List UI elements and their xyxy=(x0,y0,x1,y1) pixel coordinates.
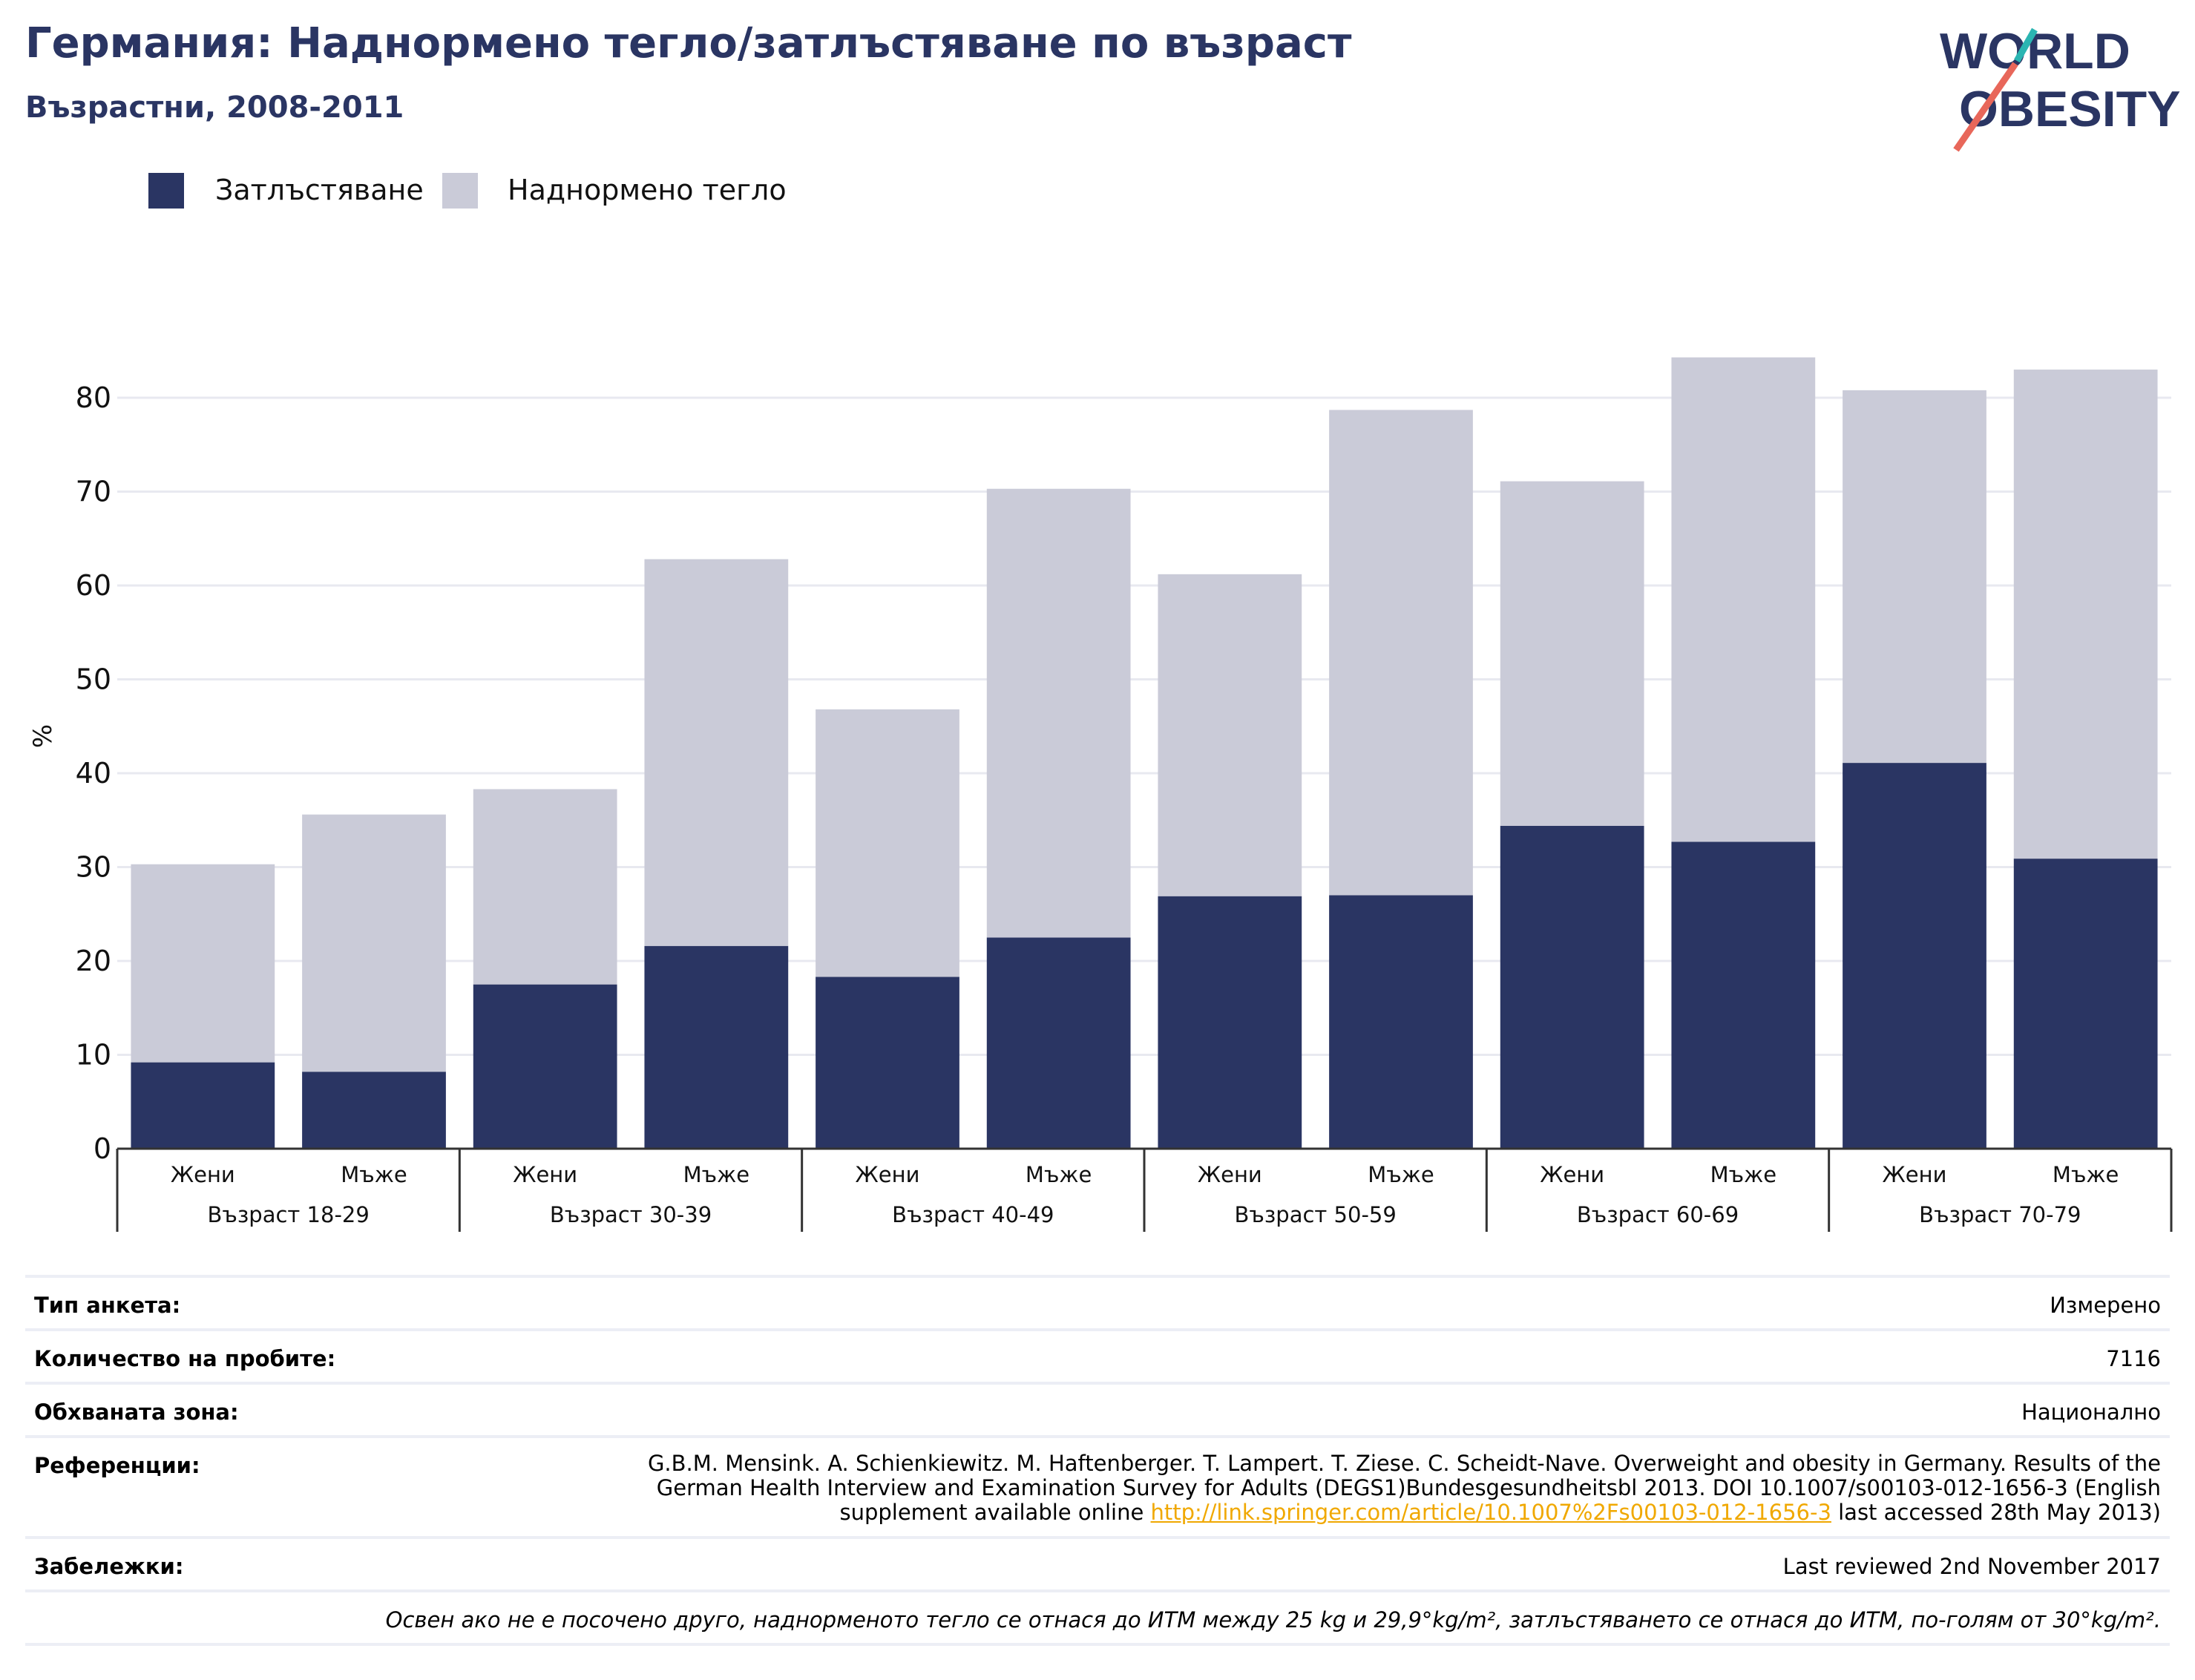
bar-chart: 0 10 20 30 40 50 60 70 80 Жени Мъже Жени Мъже Жени Мъж… xyxy=(76,357,2173,1232)
references-value: G.B.M. Mensink. A. Schienkiewitz. M. Haf… xyxy=(565,1451,2161,1525)
y-tick-label: 30 xyxy=(76,851,111,884)
bar-obesity xyxy=(986,937,1131,1149)
area-label: Обхваната зона: xyxy=(34,1400,239,1425)
bar-overweight xyxy=(1329,410,1473,896)
notes-label: Забележки: xyxy=(34,1554,184,1579)
x-group-label: Възраст 70-79 xyxy=(1919,1202,2081,1227)
bar-obesity xyxy=(1843,763,1986,1149)
references-link[interactable]: http://link.springer.com/article/10.1007… xyxy=(1150,1500,1831,1525)
logo-slash-teal xyxy=(2014,27,2038,63)
area-value: Национално xyxy=(2021,1400,2161,1425)
x-tick-label: Жени xyxy=(513,1162,577,1187)
bar-obesity xyxy=(1329,895,1473,1149)
y-tick-label: 50 xyxy=(76,663,111,696)
bar-obesity xyxy=(1671,841,1816,1149)
bar-overweight xyxy=(1500,481,1644,826)
survey-type-label: Тип анкета: xyxy=(34,1293,181,1318)
y-tick-label: 10 xyxy=(76,1039,111,1072)
bar-obesity xyxy=(302,1072,446,1149)
bar-overweight xyxy=(816,709,959,977)
bar-overweight xyxy=(644,559,789,946)
sample-size-label: Количество на пробите: xyxy=(34,1346,336,1371)
bar-overweight xyxy=(986,488,1131,938)
x-group-label: Възраст 18-29 xyxy=(208,1202,370,1227)
legend-swatch-overweight xyxy=(442,173,478,209)
bar-overweight xyxy=(131,864,275,1063)
x-tick-label: Жени xyxy=(856,1162,920,1187)
y-tick-label: 40 xyxy=(76,757,111,790)
info-row-notes: Забележки: Last reviewed 2nd November 20… xyxy=(25,1536,2170,1589)
bar-overweight xyxy=(1158,574,1302,896)
x-tick-label: Жени xyxy=(1540,1162,1604,1187)
x-group-label: Възраст 60-69 xyxy=(1577,1202,1739,1227)
bar-obesity xyxy=(1158,896,1302,1149)
x-group-label: Възраст 50-59 xyxy=(1235,1202,1397,1227)
sample-size-value: 7116 xyxy=(2106,1346,2161,1371)
x-tick-label: Мъже xyxy=(1710,1162,1776,1187)
x-tick-label: Мъже xyxy=(1026,1162,1092,1187)
y-tick-label: 70 xyxy=(76,476,111,508)
bar-obesity xyxy=(1500,825,1644,1149)
x-tick-label: Жени xyxy=(1198,1162,1262,1187)
x-group-label: Възраст 40-49 xyxy=(892,1202,1054,1227)
survey-type-value: Измерено xyxy=(2050,1293,2161,1318)
x-tick-label: Мъже xyxy=(683,1162,749,1187)
x-tick-label: Жени xyxy=(1883,1162,1947,1187)
references-suffix: last accessed 28th May 2013) xyxy=(1831,1500,2161,1525)
y-tick-label: 80 xyxy=(76,381,111,414)
notes-value: Last reviewed 2nd November 2017 xyxy=(1782,1554,2161,1579)
references-text: G.B.M. Mensink. A. Schienkiewitz. M. Haf… xyxy=(647,1451,2161,1525)
info-row-survey-type: Тип анкета: Измерено xyxy=(25,1275,2170,1328)
footnote: Освен ако не е посочено друго, наднормен… xyxy=(385,1607,2161,1633)
y-tick-label: 60 xyxy=(76,569,111,602)
bar-obesity xyxy=(644,945,789,1149)
page-subtitle: Възрастни, 2008-2011 xyxy=(25,91,404,125)
bar-overweight xyxy=(302,814,446,1072)
x-group-label: Възраст 30-39 xyxy=(550,1202,712,1227)
legend-swatch-obesity xyxy=(148,173,184,209)
page-title: Германия: Наднормено тегло/затлъстяване … xyxy=(25,19,1352,68)
x-tick-label: Мъже xyxy=(1368,1162,1434,1187)
info-table: Тип анкета: Измерено Количество на проби… xyxy=(25,1275,2170,1646)
bar-overweight xyxy=(2013,370,2158,859)
info-row-area: Обхваната зона: Национално xyxy=(25,1382,2170,1435)
bar-overweight xyxy=(473,789,617,985)
y-tick-label: 0 xyxy=(93,1132,111,1165)
info-row-references: Референции: G.B.M. Mensink. A. Schienkie… xyxy=(25,1435,2170,1536)
bar-obesity xyxy=(473,984,617,1149)
world-obesity-logo: WORLD OBESITY xyxy=(1940,23,2181,152)
bar-obesity xyxy=(816,977,959,1149)
x-tick-label: Мъже xyxy=(341,1162,407,1187)
bar-obesity xyxy=(2013,859,2158,1149)
legend-label-overweight: Наднормено тегло xyxy=(508,174,787,206)
logo-slash-coral xyxy=(1953,62,2018,152)
bar-obesity xyxy=(131,1062,275,1149)
info-row-sample-size: Количество на пробите: 7116 xyxy=(25,1328,2170,1382)
x-tick-label: Жени xyxy=(171,1162,235,1187)
legend-label-obesity: Затлъстяване xyxy=(215,174,424,206)
bar-overweight xyxy=(1843,390,1986,764)
references-label: Референции: xyxy=(34,1453,200,1478)
bar-overweight xyxy=(1671,357,1816,842)
y-tick-label: 20 xyxy=(76,945,111,977)
info-row-footnote: Освен ако не е посочено друго, наднормен… xyxy=(25,1589,2170,1646)
x-tick-label: Мъже xyxy=(2053,1162,2119,1187)
